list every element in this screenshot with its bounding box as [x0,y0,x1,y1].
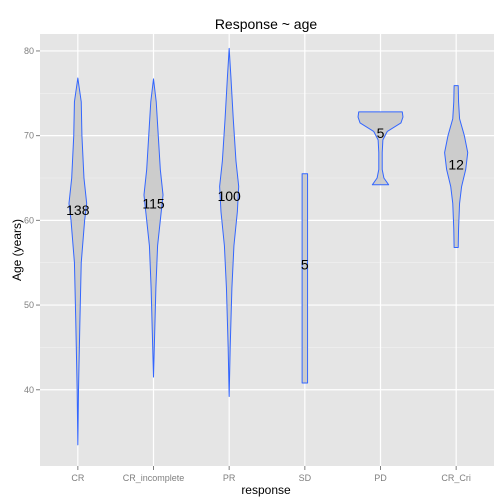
count-label-CR_Cri: 12 [448,156,464,172]
count-label-PR: 100 [217,188,241,204]
count-label-CR: 138 [66,202,90,218]
violin-CR [68,77,88,446]
violins: 138 115 100 5 5 12 [66,47,469,446]
x-tick-label: PD [374,473,387,483]
x-axis-title: response [241,483,291,497]
x-tick-label: CR [71,473,84,483]
violin-PD [357,111,404,186]
x-tick-label: CR_Cri [441,473,471,483]
y-axis-title: Age (years) [10,219,24,281]
count-label-SD: 5 [301,256,309,272]
violin-CR_Cri [444,85,469,248]
count-label-PD: 5 [377,125,385,141]
violin-PR [219,47,240,398]
x-tick-label: PR [223,473,236,483]
plot-panel [40,34,494,466]
x-tick-label: SD [299,473,312,483]
x-tick-label: CR_incomplete [123,473,185,483]
y-tick-label: 60 [24,215,34,225]
violin-SD [301,173,309,384]
x-axis: CR CR_incomplete PR SD PD CR_Cri [71,466,471,483]
y-axis: 40 50 60 70 80 [24,46,40,395]
count-label-CR_incomplete: 115 [142,195,165,211]
violin-CR_incomplete [143,78,164,378]
chart-title: Response ~ age [215,16,318,32]
y-tick-label: 80 [24,46,34,56]
y-tick-label: 70 [24,131,34,141]
y-tick-label: 40 [24,385,34,395]
y-tick-label: 50 [24,300,34,310]
